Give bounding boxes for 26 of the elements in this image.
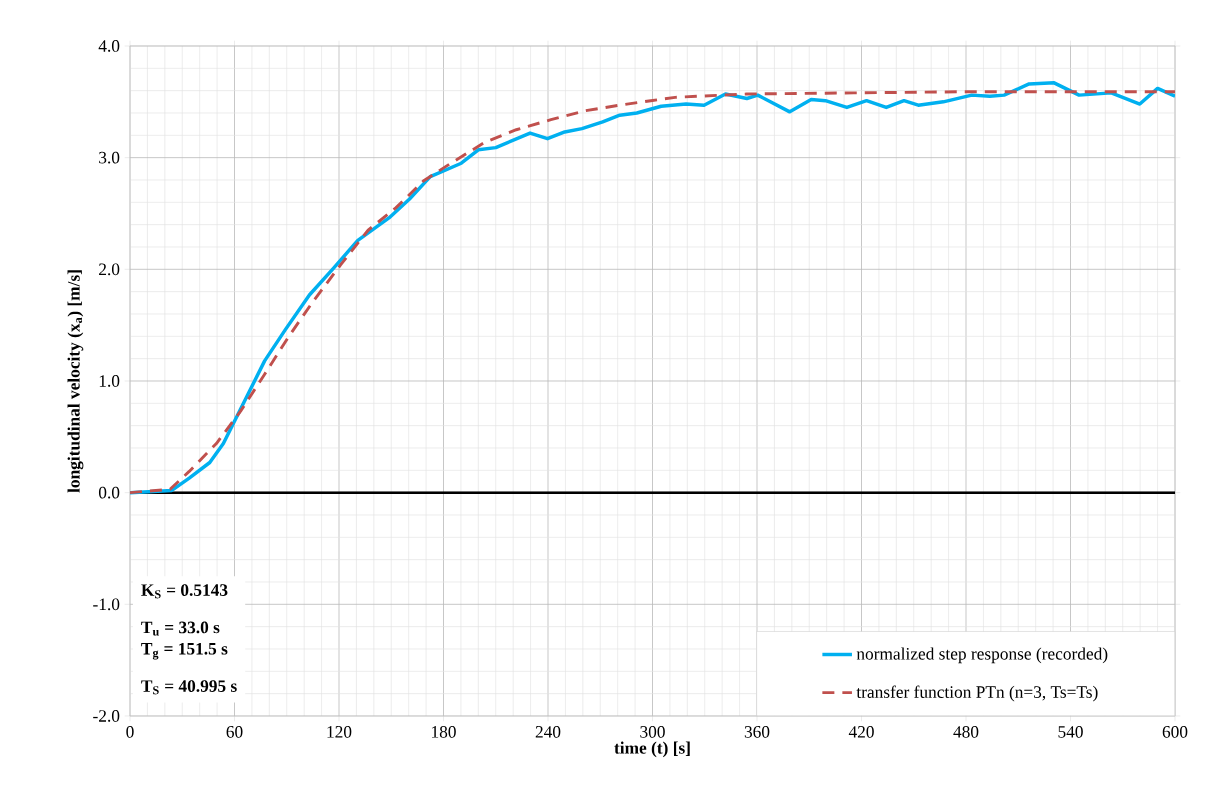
- y-tick-label: 2.0: [99, 263, 120, 276]
- x-tick-label: 420: [848, 726, 874, 738]
- legend-label: normalized step response (recorded): [856, 647, 1108, 664]
- annotation: K$_{S}$ = 0.5143: [141, 584, 228, 599]
- x-tick-label: 300: [640, 726, 665, 738]
- y-axis-title: longitudinal velocity (x$_{a}$) [m/s]: [67, 270, 84, 493]
- x-tick-label: 540: [1058, 726, 1083, 738]
- x-tick-label: 240: [535, 726, 561, 738]
- annotation: T$_{S}$ = 40.995 s: [141, 680, 237, 695]
- x-tick-label: 360: [744, 726, 770, 738]
- y-tick-label: 4.0: [98, 40, 120, 52]
- x-tick-label: 600: [1162, 726, 1188, 738]
- y-tick-label: 1.0: [99, 375, 120, 387]
- x-tick-label: 0: [126, 726, 134, 738]
- y-tick-label: 0.0: [98, 486, 120, 499]
- annotation: T$_{g}$ = 151.5 s: [141, 642, 228, 660]
- x-axis-title: time (t) [s]: [614, 741, 690, 758]
- legend-label: transfer function PTn (n=3, Ts=Ts): [856, 685, 1098, 702]
- x-tick-label: 120: [327, 726, 352, 738]
- x-tick-label: 480: [953, 726, 979, 738]
- x-tick-label: 180: [432, 726, 456, 738]
- y-tick-label: -2.0: [93, 710, 120, 722]
- y-tick-label: -1.0: [93, 598, 120, 611]
- x-tick-label: 60: [226, 726, 243, 738]
- y-tick-label: 3.0: [99, 151, 120, 164]
- annotation: T$_{u}$ = 33.0 s: [141, 621, 220, 636]
